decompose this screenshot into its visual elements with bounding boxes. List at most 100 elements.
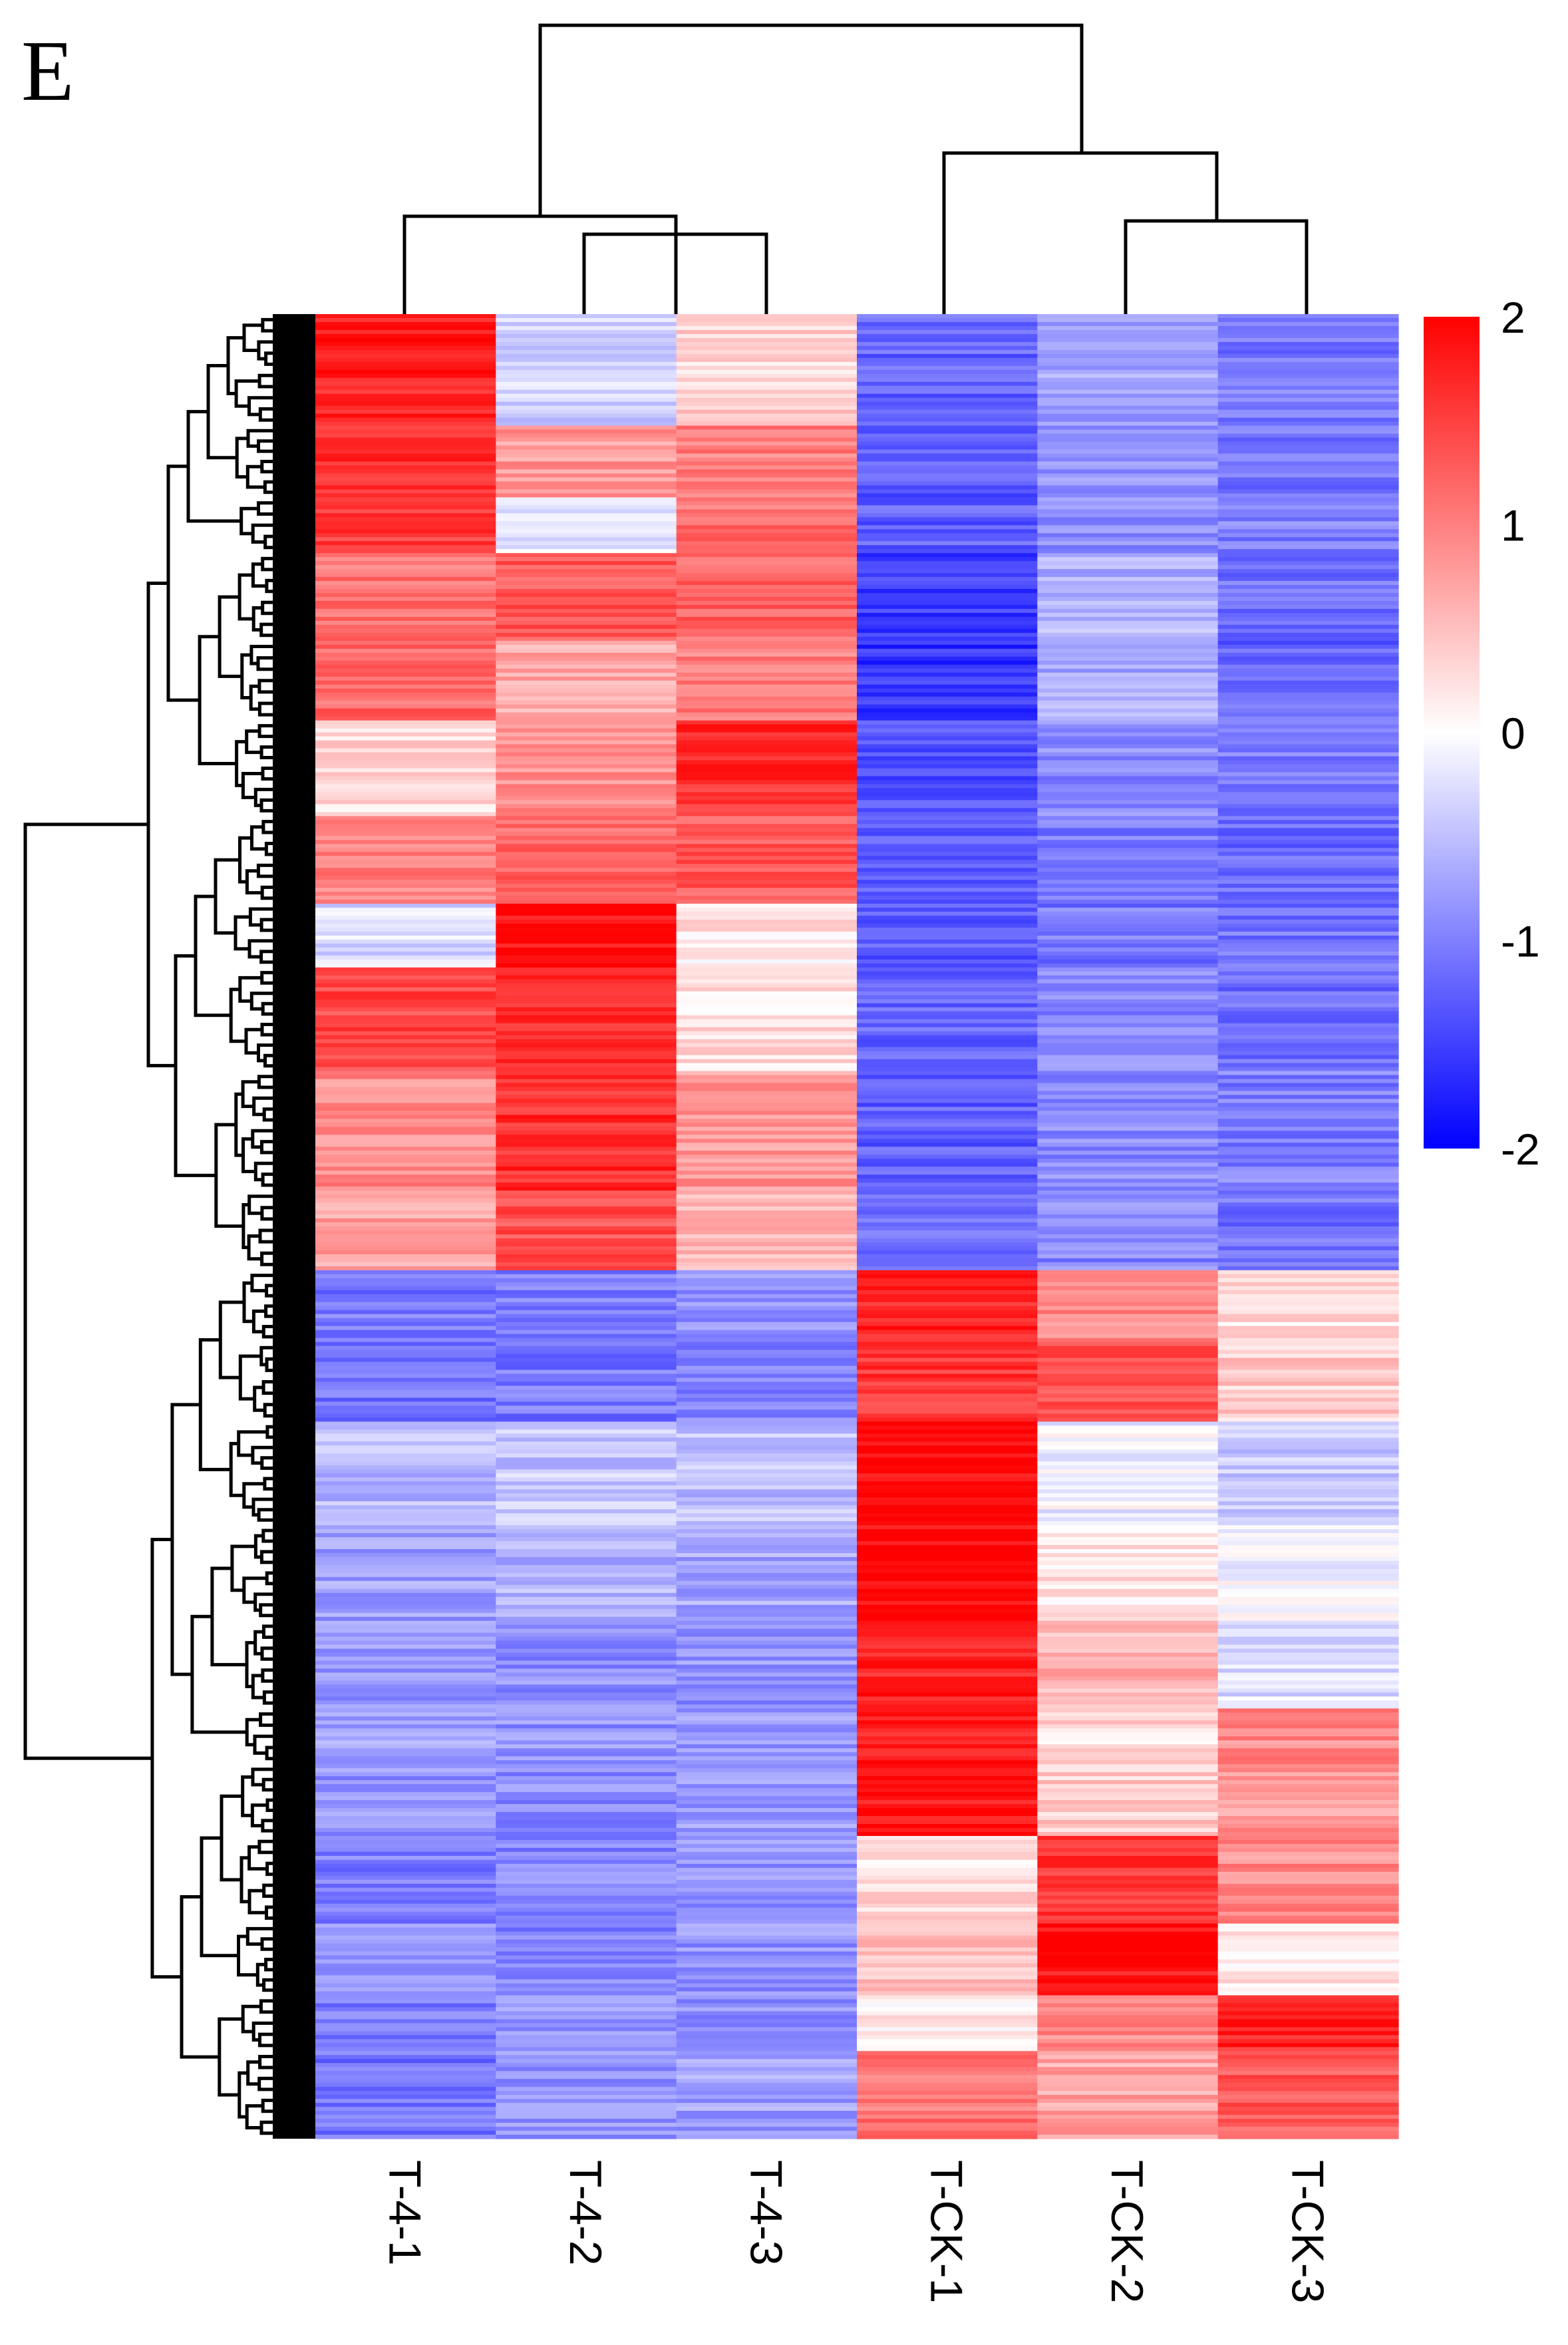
heatmap-cell <box>676 569 858 574</box>
heatmap-cell <box>315 1660 496 1666</box>
heatmap-cell <box>315 1127 496 1131</box>
heatmap-cell <box>857 1592 1038 1598</box>
heatmap-cell <box>857 1083 1038 1088</box>
heatmap-cell <box>676 1987 858 1992</box>
heatmap-cell <box>1037 1270 1219 1275</box>
heatmap-cell <box>315 1824 496 1829</box>
heatmap-cell <box>857 1509 1038 1514</box>
heatmap-cell <box>1037 1600 1219 1606</box>
heatmap-cell <box>1217 601 1399 606</box>
heatmap-cell <box>857 700 1038 705</box>
heatmap-cell <box>1217 1107 1399 1111</box>
row-dendrogram-branch <box>261 1777 273 1792</box>
heatmap-cell <box>1037 1564 1219 1570</box>
heatmap-cell <box>676 1461 858 1466</box>
heatmap-cell <box>676 2103 858 2107</box>
heatmap-cell <box>857 1604 1038 1610</box>
heatmap-cell <box>315 1350 496 1355</box>
heatmap-cell <box>496 1776 677 1781</box>
heatmap-cell <box>857 1361 1038 1367</box>
heatmap-cell <box>676 1517 858 1522</box>
heatmap-cell <box>676 676 858 681</box>
heatmap-cell <box>857 1812 1038 1817</box>
heatmap-cell <box>857 609 1038 614</box>
heatmap-cell <box>1217 613 1399 618</box>
heatmap-cell <box>1037 501 1219 506</box>
heatmap-cell <box>676 716 858 721</box>
heatmap-cell <box>315 1123 496 1127</box>
heatmap-cell <box>1037 1612 1219 1618</box>
row-dendrogram-branch <box>257 1839 273 1855</box>
row-dendrogram-branch <box>257 439 273 453</box>
heatmap-cell <box>676 963 858 968</box>
heatmap-cell <box>496 513 677 518</box>
heatmap-cell <box>857 860 1038 864</box>
row-dendrogram-branch <box>257 1508 273 1522</box>
heatmap-cell <box>1217 1644 1399 1650</box>
heatmap-cell <box>857 405 1038 411</box>
heatmap-cell <box>676 740 858 745</box>
heatmap-cell <box>857 1536 1038 1542</box>
heatmap-cell <box>857 648 1038 653</box>
heatmap-cell <box>315 589 496 594</box>
heatmap-cell <box>1217 1832 1399 1837</box>
heatmap-cell <box>1217 325 1399 331</box>
heatmap-cell <box>496 1728 677 1733</box>
heatmap-cell <box>1217 425 1399 431</box>
heatmap-cell <box>676 329 858 335</box>
heatmap-cell <box>1037 1895 1219 1900</box>
heatmap-cell <box>496 1596 677 1602</box>
heatmap-cell <box>1217 1453 1399 1458</box>
heatmap-cell <box>857 708 1038 713</box>
heatmap-cell <box>857 1947 1038 1952</box>
heatmap-cell <box>315 1409 496 1414</box>
heatmap-cell <box>1037 748 1219 753</box>
heatmap-cell <box>857 549 1038 554</box>
heatmap-cell <box>315 955 496 960</box>
heatmap-cell <box>1217 2123 1399 2127</box>
heatmap-cell <box>496 2023 677 2028</box>
heatmap-cell <box>496 951 677 956</box>
heatmap-cell <box>1217 708 1399 713</box>
heatmap-cell <box>1037 796 1219 801</box>
heatmap-cell <box>1217 979 1399 984</box>
heatmap-cell <box>676 2119 858 2123</box>
heatmap-cell <box>857 337 1038 343</box>
heatmap-cell <box>1217 1648 1399 1654</box>
heatmap-cell <box>1217 493 1399 498</box>
heatmap-cell <box>315 465 496 470</box>
heatmap-cell <box>496 1628 677 1634</box>
heatmap-cell <box>496 545 677 550</box>
heatmap-cell <box>496 872 677 876</box>
row-dendrogram-branch <box>265 578 273 594</box>
heatmap-cell <box>676 1389 858 1395</box>
heatmap-cell <box>315 345 496 351</box>
heatmap-cell <box>496 1473 677 1478</box>
heatmap-cell <box>315 1182 496 1187</box>
heatmap-cell <box>315 1051 496 1056</box>
heatmap-cell <box>1037 1019 1219 1024</box>
heatmap-cell <box>676 1509 858 1514</box>
heatmap-cell <box>496 632 677 637</box>
heatmap-cell <box>676 776 858 781</box>
heatmap-cell <box>1037 561 1219 566</box>
heatmap-cell <box>857 1286 1038 1291</box>
heatmap-cell <box>1217 724 1399 729</box>
heatmap-cell <box>676 768 858 773</box>
heatmap-cell <box>676 1768 858 1773</box>
row-dendrogram-branch <box>238 1354 261 1401</box>
heatmap-cell <box>676 349 858 355</box>
heatmap-cell <box>1037 1079 1219 1084</box>
heatmap-cell <box>857 1899 1038 1904</box>
heatmap-cell <box>1037 1318 1219 1323</box>
heatmap-cell <box>496 959 677 964</box>
heatmap-cell <box>676 704 858 709</box>
heatmap-cell <box>496 493 677 498</box>
heatmap-cell <box>496 644 677 649</box>
heatmap-cell <box>496 908 677 912</box>
heatmap-cell <box>676 2063 858 2068</box>
heatmap-cell <box>315 529 496 534</box>
heatmap-cell <box>1037 433 1219 439</box>
heatmap-cell <box>315 995 496 1000</box>
heatmap-cell <box>1037 1314 1219 1319</box>
